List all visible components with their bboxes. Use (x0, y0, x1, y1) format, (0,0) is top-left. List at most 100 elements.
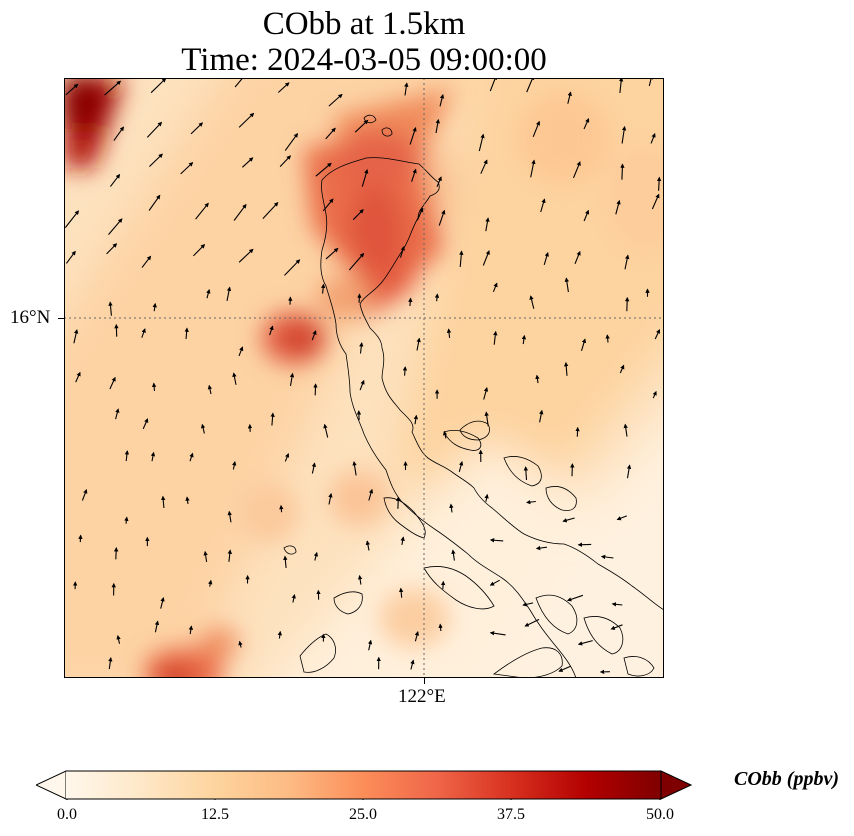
colorbar-label: CObb (ppbv) (734, 768, 839, 790)
wind-arrow (583, 209, 590, 222)
wind-arrow (535, 545, 547, 551)
wind-arrow (524, 618, 540, 627)
wind-arrow (325, 247, 339, 260)
wind-arrow (621, 125, 627, 144)
wind-arrow (113, 126, 125, 141)
wind-arrow (325, 127, 336, 140)
wind-arrow (64, 210, 80, 228)
wind-arrow (484, 493, 489, 502)
wind-arrow (398, 587, 404, 598)
wind-arrow (269, 325, 274, 336)
colorbar-gradient (66, 771, 661, 799)
wind-arrow (108, 218, 123, 235)
wind-arrow (207, 384, 213, 395)
wind-arrow (188, 625, 194, 635)
wind-arrow (233, 203, 247, 221)
wind-arrow (104, 80, 122, 96)
wind-arrow (580, 338, 587, 351)
wind-arrow (532, 120, 541, 138)
wind-arrow (446, 328, 452, 338)
wind-arrow (109, 376, 116, 390)
wind-arrow (492, 282, 498, 293)
wind-arrow (283, 555, 288, 568)
wind-arrow (652, 390, 657, 399)
wind-arrow (656, 176, 662, 191)
wind-arrow (480, 159, 488, 174)
wind-arrow (485, 217, 490, 232)
wind-arrow (148, 194, 161, 211)
wind-arrow (227, 510, 232, 523)
wind-arrow (284, 259, 301, 276)
wind-arrow (623, 423, 628, 437)
map-canvas (64, 78, 664, 678)
colorbar-svg (34, 770, 693, 803)
wind-arrow (348, 252, 365, 271)
wind-vector-field (64, 78, 662, 675)
wind-arrow (284, 452, 290, 462)
wind-arrow (367, 639, 373, 651)
colorbar (34, 770, 693, 803)
wind-arrow (354, 119, 369, 133)
concentration-field (64, 78, 664, 678)
wind-arrow (493, 330, 498, 345)
wind-arrow (408, 297, 413, 307)
wind-arrow (238, 112, 255, 128)
wind-arrow (399, 245, 405, 258)
wind-arrow (526, 499, 536, 505)
wind-arrow (311, 462, 317, 474)
wind-arrow (482, 250, 490, 266)
coastline (283, 114, 664, 678)
wind-arrow (320, 283, 326, 294)
wind-arrow (402, 366, 408, 376)
wind-arrow (484, 411, 489, 427)
wind-arrow (616, 515, 627, 521)
wind-arrow (238, 248, 254, 263)
latitude-label: 16°N (10, 307, 51, 328)
wind-arrow (270, 412, 275, 426)
wind-arrow (610, 624, 623, 630)
wind-arrow (564, 277, 570, 293)
wind-arrow (435, 118, 440, 134)
wind-arrow (540, 198, 546, 213)
colorbar-tick-4: 50.0 (646, 806, 674, 823)
lat-tick (58, 318, 64, 319)
wind-arrow (227, 549, 232, 562)
wind-arrow (654, 329, 661, 340)
wind-arrow (478, 133, 485, 152)
wind-arrow (226, 286, 232, 302)
wind-arrow (277, 82, 290, 93)
wind-arrow (311, 330, 317, 341)
wind-arrow (141, 255, 152, 268)
wind-arrow (323, 423, 329, 438)
wind-arrow (279, 504, 284, 513)
wind-arrow (624, 296, 630, 312)
wind-arrow (483, 387, 489, 400)
colorbar-extend-max (660, 770, 693, 800)
wind-arrow (232, 461, 237, 470)
wind-arrow (208, 579, 213, 587)
wind-arrow (291, 593, 296, 603)
wind-arrow (611, 602, 623, 607)
wind-arrow (106, 243, 118, 255)
wind-arrow (115, 408, 120, 420)
wind-arrow (180, 161, 194, 175)
wind-arrow (451, 549, 456, 561)
wind-arrow (184, 327, 189, 340)
wind-arrow (289, 372, 295, 386)
map-panel (64, 78, 664, 678)
wind-arrow (434, 293, 440, 302)
wind-arrow (149, 153, 163, 167)
wind-arrow (489, 579, 500, 586)
wind-arrow (416, 337, 421, 351)
wind-arrow (619, 364, 625, 374)
wind-arrow (558, 665, 571, 672)
wind-arrow (195, 202, 209, 220)
wind-arrow (521, 334, 527, 345)
wind-arrow (73, 329, 79, 344)
wind-arrow (124, 450, 130, 462)
wind-arrow (626, 464, 632, 479)
wind-arrow (605, 334, 610, 343)
wind-arrow (81, 488, 88, 501)
wind-arrow (368, 488, 374, 501)
colorbar-tick-1: 12.5 (201, 806, 229, 823)
